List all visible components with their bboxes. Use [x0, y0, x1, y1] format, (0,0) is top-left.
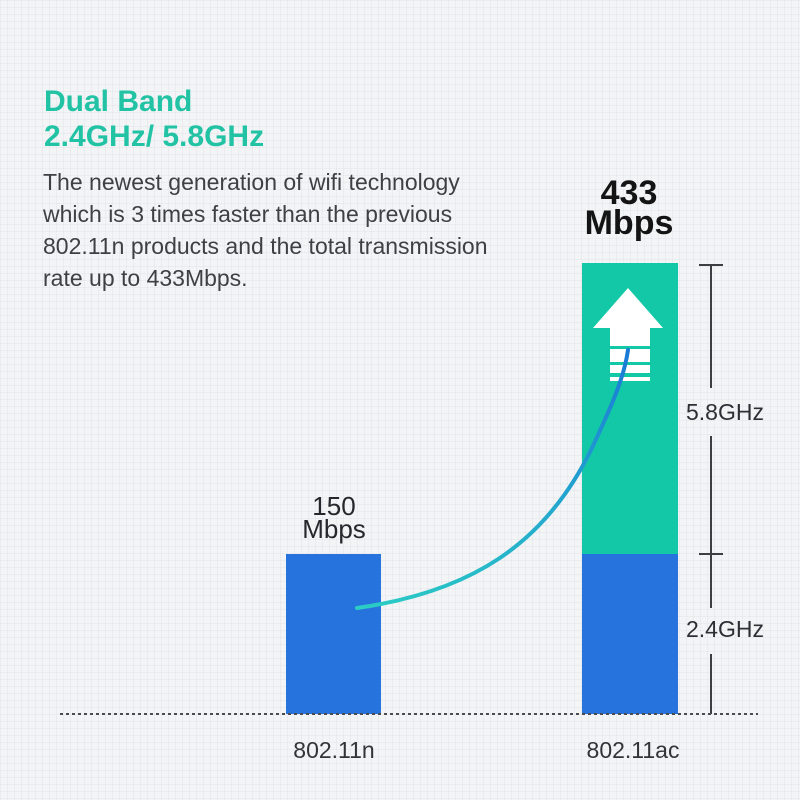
title-line-2: 2.4GHz/ 5.8GHz	[44, 120, 265, 153]
bar-80211ac-24ghz-segment	[582, 554, 678, 714]
description-line: which is 3 times faster than the previou…	[43, 201, 453, 227]
range-label-24ghz: 2.4GHz	[686, 616, 764, 642]
range-label-58ghz: 5.8GHz	[686, 399, 764, 425]
range-line-lower-segment	[710, 654, 712, 714]
description-line: rate up to 433Mbps.	[43, 265, 248, 291]
value-label-433mbps: 433 Mbps	[584, 174, 674, 242]
speed-up-arrow-icon	[593, 288, 663, 381]
title-line-1: Dual Band	[44, 85, 193, 118]
page-title: Dual Band 2.4GHz/ 5.8GHz	[44, 84, 264, 154]
range-line-upper-segment	[710, 264, 712, 388]
bar-80211n-24ghz	[286, 554, 381, 714]
description: The newest generation of wifi technology…	[43, 166, 488, 294]
range-band-boundary-tick	[699, 553, 723, 555]
category-label-80211n: 802.11n	[293, 737, 375, 763]
description-line: The newest generation of wifi technology	[43, 169, 460, 195]
baseline-axis	[60, 713, 758, 715]
description-line: 802.11n products and the total transmiss…	[43, 233, 488, 259]
range-line-middle-segment	[710, 436, 712, 608]
category-label-80211ac: 802.11ac	[586, 737, 680, 763]
value-label-150mbps: 150 Mbps	[302, 491, 366, 544]
